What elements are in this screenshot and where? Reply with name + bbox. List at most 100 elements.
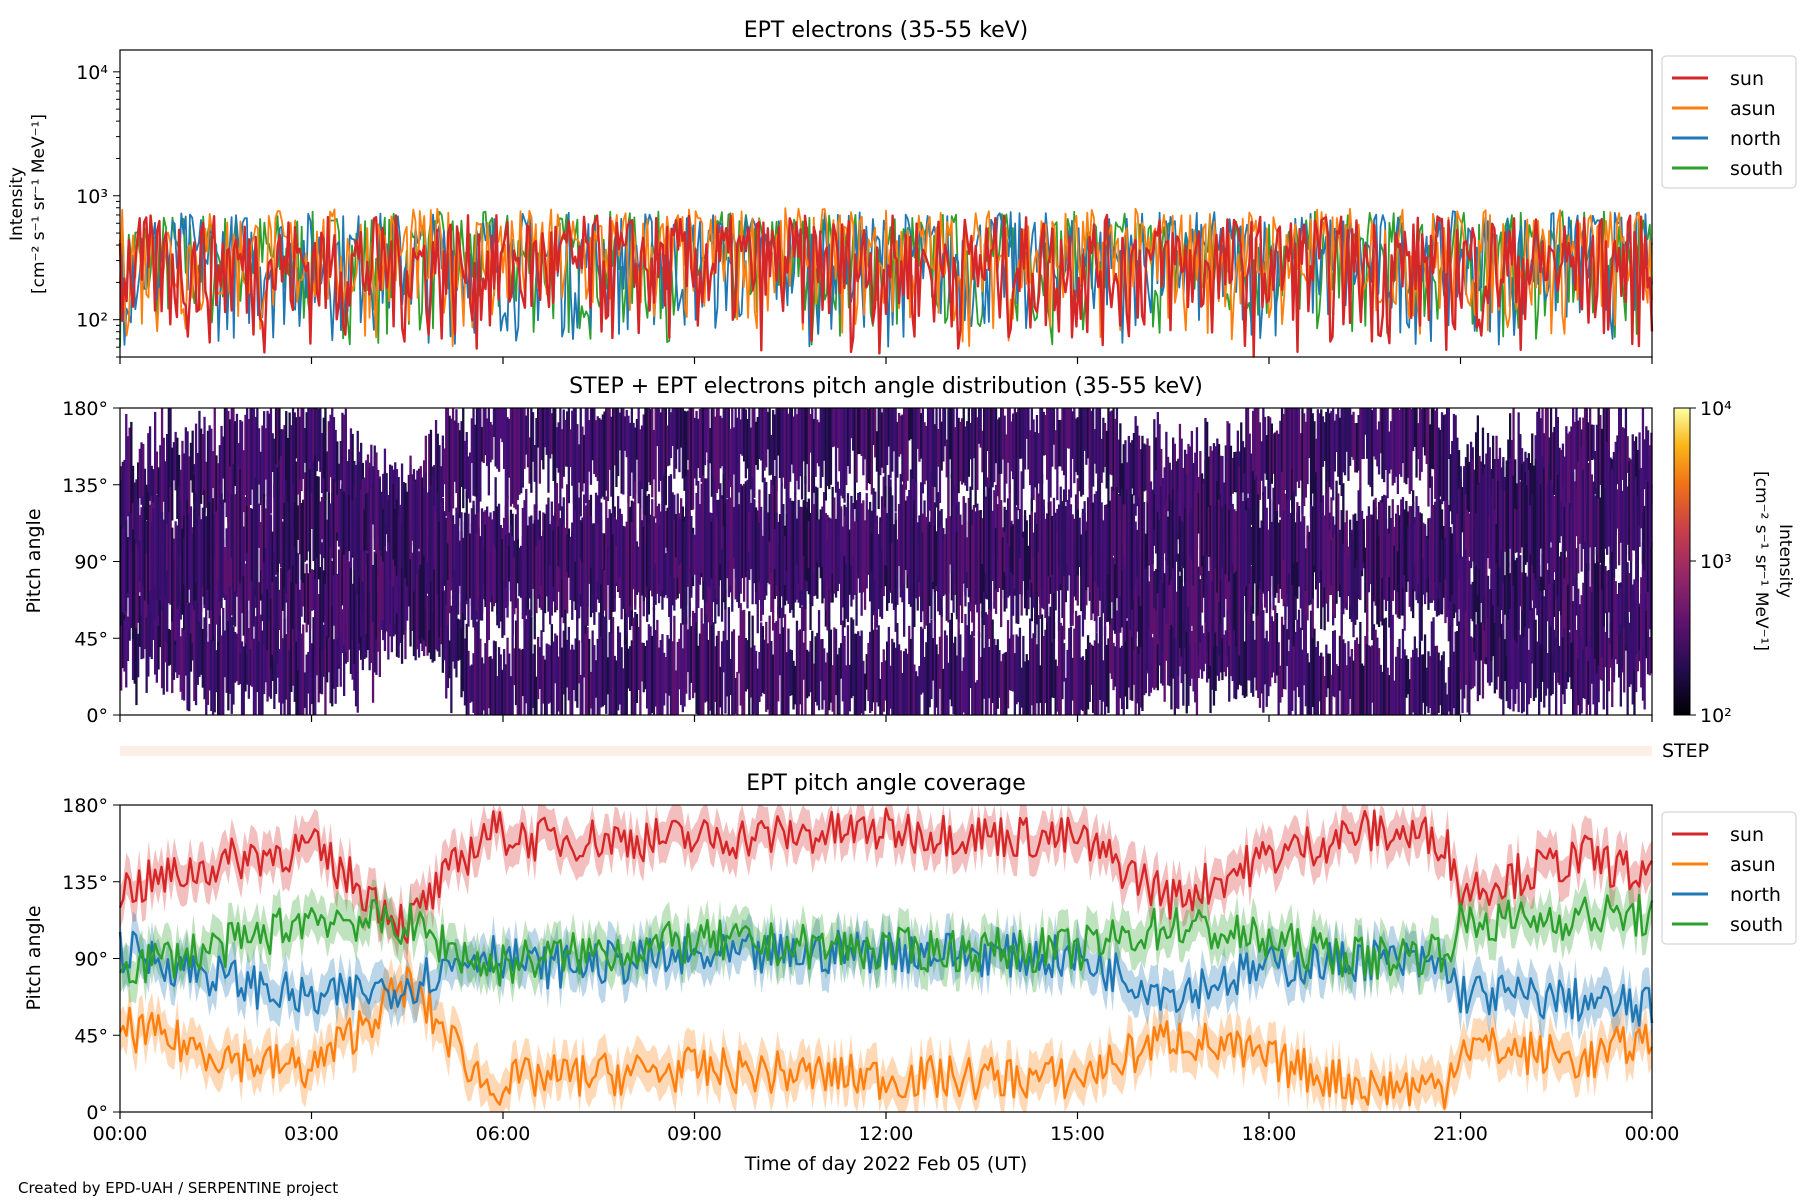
- heatmap-cell: [1291, 408, 1294, 508]
- heatmap-cell: [1313, 421, 1316, 516]
- heatmap-cell: [1517, 492, 1520, 543]
- heatmap-cell: [683, 410, 686, 491]
- heatmap-cell: [559, 525, 562, 656]
- heatmap-cell: [1231, 457, 1234, 494]
- heatmap-cell: [1124, 532, 1127, 642]
- heatmap-cell: [332, 479, 336, 576]
- heatmap-cell: [1330, 674, 1333, 715]
- heatmap-cell: [1362, 665, 1365, 715]
- heatmap-cell: [331, 408, 334, 506]
- heatmap-cell: [1464, 601, 1468, 685]
- heatmap-cell: [528, 437, 531, 484]
- heatmap-cell: [458, 619, 461, 660]
- heatmap-cell: [802, 408, 805, 462]
- heatmap-cell: [234, 632, 237, 683]
- heatmap-cell: [177, 486, 181, 607]
- heatmap-cell: [1064, 408, 1067, 502]
- heatmap-cell: [1051, 622, 1054, 698]
- heatmap-cell: [846, 408, 850, 467]
- panel3-legend: sun asun north south: [1661, 811, 1797, 945]
- heatmap-cell: [1071, 657, 1074, 701]
- heatmap-cell: [1047, 616, 1050, 715]
- heatmap-cell: [1080, 408, 1083, 497]
- heatmap-cell: [242, 646, 245, 715]
- heatmap-cell: [543, 408, 547, 448]
- heatmap-cell: [669, 604, 673, 715]
- heatmap-cell: [855, 633, 858, 715]
- heatmap-cell: [698, 408, 702, 478]
- heatmap-cell: [1252, 620, 1255, 697]
- heatmap-cell: [164, 461, 167, 528]
- heatmap-cell: [1587, 563, 1590, 662]
- heatmap-cell: [749, 427, 753, 490]
- heatmap-cell: [860, 408, 863, 456]
- heatmap-cell: [509, 676, 513, 715]
- heatmap-cell: [1383, 494, 1386, 600]
- heatmap-cell: [1042, 636, 1045, 715]
- heatmap-cell: [840, 509, 843, 625]
- heatmap-cell: [501, 408, 504, 443]
- heatmap-cell: [125, 414, 128, 539]
- heatmap-cell: [1303, 619, 1306, 686]
- series-north-line: [118, 929, 1654, 1027]
- x-tick-label: 15:00: [1050, 1123, 1105, 1145]
- heatmap-cell: [537, 537, 540, 598]
- heatmap-cell: [1183, 637, 1187, 675]
- heatmap-cell: [1294, 408, 1297, 497]
- heatmap-cell: [1396, 408, 1399, 494]
- heatmap-cell: [799, 506, 802, 591]
- heatmap-cell: [833, 497, 836, 594]
- heatmap-cell: [804, 408, 807, 485]
- heatmap-cell: [283, 619, 286, 715]
- heatmap-cell: [297, 553, 300, 671]
- heatmap-cell: [812, 504, 816, 574]
- heatmap-cell: [947, 408, 950, 520]
- heatmap-cell: [1444, 537, 1447, 580]
- heatmap-cell: [1141, 601, 1144, 711]
- heatmap-cell: [676, 641, 679, 715]
- heatmap-cell: [681, 648, 684, 713]
- heatmap-cell: [789, 498, 792, 613]
- heatmap-cell: [1183, 559, 1187, 649]
- heatmap-cell: [280, 634, 283, 715]
- heatmap-cell: [1546, 653, 1549, 689]
- heatmap-cell: [821, 408, 824, 477]
- heatmap-cell: [1046, 611, 1049, 715]
- heatmap-cell: [1258, 588, 1262, 708]
- heatmap-cell: [586, 408, 589, 506]
- heatmap-cell: [560, 429, 564, 489]
- heatmap-cell: [368, 467, 371, 594]
- heatmap-cell: [1097, 479, 1100, 588]
- heatmap-cell: [567, 626, 570, 701]
- heatmap-cell: [1122, 522, 1125, 645]
- heatmap-cell: [1037, 615, 1040, 715]
- heatmap-cell: [845, 507, 848, 565]
- heatmap-cell: [1003, 415, 1006, 503]
- heatmap-cell: [967, 602, 970, 715]
- heatmap-cell: [1611, 469, 1614, 552]
- heatmap-cell: [286, 616, 290, 715]
- heatmap-cell: [601, 534, 604, 569]
- heatmap-cell: [753, 506, 756, 582]
- heatmap-cell: [809, 640, 812, 693]
- heatmap-cell: [1037, 551, 1040, 597]
- heatmap-cell: [611, 617, 615, 715]
- heatmap-cell: [351, 633, 354, 680]
- heatmap-cell: [130, 552, 133, 618]
- heatmap-cell: [1590, 545, 1593, 648]
- heatmap-cell: [225, 545, 228, 595]
- heatmap-cell: [1589, 486, 1592, 548]
- heatmap-cell: [1010, 635, 1013, 691]
- heatmap-cell: [1068, 408, 1071, 449]
- heatmap-cell: [1580, 595, 1583, 637]
- heatmap-cell: [429, 531, 433, 660]
- heatmap-cell: [184, 611, 187, 676]
- heatmap-cell: [1374, 408, 1377, 460]
- heatmap-cell: [1146, 502, 1149, 566]
- heatmap-cell: [530, 616, 533, 715]
- heatmap-cell: [930, 472, 933, 596]
- heatmap-cell: [836, 481, 839, 592]
- heatmap-cell: [230, 617, 233, 714]
- heatmap-cell: [1497, 549, 1500, 677]
- heatmap-cell: [1594, 451, 1597, 495]
